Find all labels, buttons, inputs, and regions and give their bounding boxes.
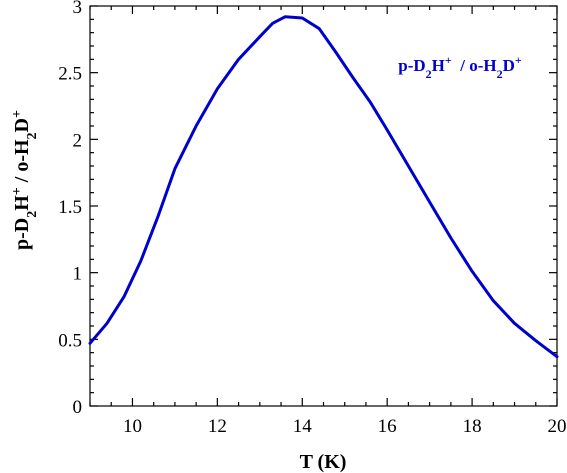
tick-labels-layer: 10 12 14 16 18 20 0 0.5 1 1.5 2 2.5 3 (58, 0, 566, 437)
y-tick-label: 0 (73, 397, 83, 418)
x-axis-title: T (K) (300, 451, 347, 473)
x-tick-label: 10 (123, 416, 142, 437)
x-tick-label: 18 (463, 416, 482, 437)
x-tick-label: 16 (378, 416, 397, 437)
y-tick-label: 0.5 (58, 330, 82, 351)
y-title-part-4: D (11, 118, 33, 132)
x-tick-label: 20 (548, 416, 567, 437)
y-tick-label: 2 (73, 130, 83, 151)
legend-annotation: p-D2H+ / o-H2D+ (377, 53, 534, 81)
y-title-sub-1: 2 (25, 211, 40, 218)
series-line (88, 15, 559, 359)
y-title-part-2: H (11, 195, 33, 211)
y-title-part-1: p-D (11, 218, 33, 250)
x-tick-label: 12 (208, 416, 227, 437)
annot-part-2: H (432, 56, 445, 75)
annot-sup-1: + (445, 53, 452, 67)
curve-layer (88, 15, 559, 359)
x-tick-label: 14 (293, 416, 313, 437)
y-title-sup-1: + (10, 187, 25, 195)
y-title-part-3: / o-H (11, 139, 33, 187)
y-tick-label: 1.5 (58, 197, 82, 218)
y-tick-label: 2.5 (58, 64, 82, 85)
y-title-sub-2: 2 (25, 132, 40, 139)
y-title-sup-2: + (10, 110, 25, 118)
y-tick-label: 3 (73, 0, 83, 18)
annot-part-1: p-D (398, 56, 425, 75)
annot-part-3: / o-H (452, 56, 497, 75)
y-axis-title: p-D2H+ / o-H2D+ (10, 110, 40, 250)
annot-sub-2: 2 (497, 67, 503, 81)
y-tick-label: 1 (73, 264, 83, 285)
annot-sub-1: 2 (426, 67, 432, 81)
ticks-layer (89, 5, 558, 407)
annot-sup-2: + (515, 53, 522, 67)
annot-part-4: D (503, 56, 515, 75)
